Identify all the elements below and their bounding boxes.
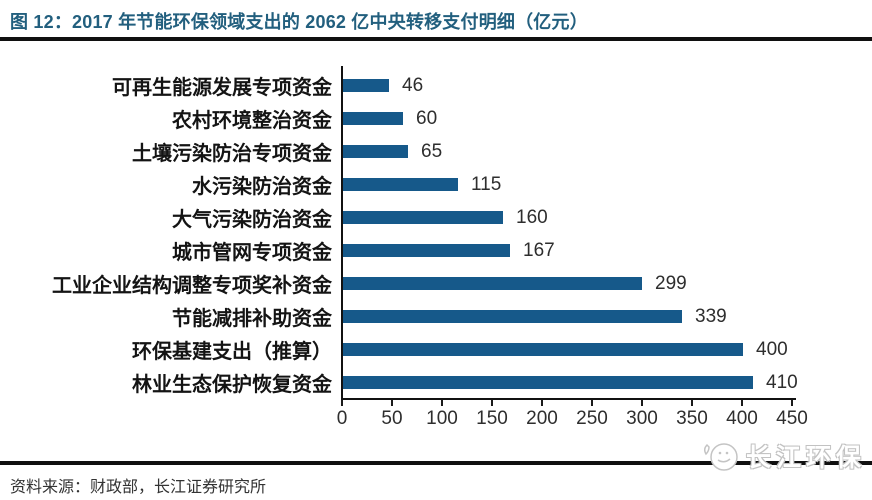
category-label: 节能减排补助资金 <box>172 308 332 330</box>
footer-divider <box>0 461 872 465</box>
x-tick-mark <box>591 400 593 406</box>
x-tick-mark <box>691 400 693 406</box>
category-label: 可再生能源发展专项资金 <box>112 77 332 99</box>
bar-track: 115 <box>343 168 863 201</box>
x-tick-label: 450 <box>776 408 808 429</box>
bar-track: 167 <box>343 234 863 267</box>
bar <box>343 112 403 125</box>
bar-chart-rows: 可再生能源发展专项资金 46 农村环境整治资金 60 土壤污染防治专项资金 65 水污染防治… <box>0 69 872 399</box>
bar-value-label: 400 <box>756 338 788 360</box>
title-divider <box>0 37 872 41</box>
bar-row: 节能减排补助资金 339 <box>0 300 872 333</box>
category-label: 水污染防治资金 <box>192 176 332 198</box>
x-tick-label: 400 <box>726 408 758 429</box>
category-label: 大气污染防治资金 <box>172 209 332 231</box>
bar-track: 299 <box>343 267 863 300</box>
bar-row: 大气污染防治资金 160 <box>0 201 872 234</box>
brand-watermark-label: 长江环保 <box>746 444 867 472</box>
x-tick-mark <box>341 400 343 406</box>
bar-row: 城市管网专项资金 167 <box>0 234 872 267</box>
x-tick-mark <box>491 400 493 406</box>
bar-value-label: 65 <box>421 140 443 162</box>
source-note: 资料来源：财政部，长江证券研究所 <box>10 479 267 496</box>
bar-track: 160 <box>343 201 863 234</box>
category-label: 土壤污染防治专项资金 <box>132 143 332 165</box>
x-axis-line <box>341 398 796 400</box>
bar-value-label: 160 <box>516 206 548 228</box>
x-tick-mark <box>741 400 743 406</box>
bar <box>343 310 682 323</box>
x-tick-label: 350 <box>676 408 708 429</box>
x-tick-label: 150 <box>476 408 508 429</box>
x-tick-mark <box>441 400 443 406</box>
x-tick-label: 300 <box>626 408 658 429</box>
x-tick-label: 100 <box>426 408 458 429</box>
x-tick-label: 0 <box>336 408 348 429</box>
x-tick-label: 250 <box>576 408 608 429</box>
bar <box>343 211 503 224</box>
brand-watermark: 长江环保 <box>702 437 866 475</box>
category-label: 城市管网专项资金 <box>172 242 332 264</box>
bar-row: 水污染防治资金 115 <box>0 168 872 201</box>
x-tick-mark <box>791 400 793 406</box>
bar-track: 60 <box>343 102 863 135</box>
bar-value-label: 339 <box>695 305 727 327</box>
bar-value-label: 115 <box>471 173 502 195</box>
bar <box>343 376 753 389</box>
bar-value-label: 167 <box>523 239 555 261</box>
bar-row: 林业生态保护恢复资金 410 <box>0 366 872 399</box>
bar-value-label: 60 <box>416 107 438 129</box>
bar <box>343 244 510 257</box>
x-tick-mark <box>541 400 543 406</box>
bar-track: 410 <box>343 366 863 399</box>
bar-value-label: 299 <box>655 272 687 294</box>
bar <box>343 79 389 92</box>
dolphin-circle-icon <box>703 443 738 471</box>
bar-track: 339 <box>343 300 863 333</box>
bar-row: 土壤污染防治专项资金 65 <box>0 135 872 168</box>
bar <box>343 277 642 290</box>
category-label: 工业企业结构调整专项奖补资金 <box>52 275 332 297</box>
x-tick-label: 50 <box>381 408 403 429</box>
category-label: 环保基建支出（推算） <box>132 341 332 363</box>
y-axis-line <box>341 66 343 400</box>
x-tick-mark <box>391 400 393 406</box>
bar-row: 可再生能源发展专项资金 46 <box>0 69 872 102</box>
category-label: 林业生态保护恢复资金 <box>132 374 332 396</box>
category-label: 农村环境整治资金 <box>172 110 332 132</box>
figure-title: 图 12：2017 年节能环保领域支出的 2062 亿中央转移支付明细（亿元） <box>10 12 588 32</box>
bar-value-label: 410 <box>766 371 798 393</box>
bar-value-label: 46 <box>402 74 424 96</box>
bar-row: 环保基建支出（推算） 400 <box>0 333 872 366</box>
x-tick-mark <box>641 400 643 406</box>
bar <box>343 145 408 158</box>
bar-track: 400 <box>343 333 863 366</box>
bar-track: 65 <box>343 135 863 168</box>
bar <box>343 343 743 356</box>
bar-row: 农村环境整治资金 60 <box>0 102 872 135</box>
bar <box>343 178 458 191</box>
bar-track: 46 <box>343 69 863 102</box>
x-tick-label: 200 <box>526 408 558 429</box>
bar-row: 工业企业结构调整专项奖补资金 299 <box>0 267 872 300</box>
